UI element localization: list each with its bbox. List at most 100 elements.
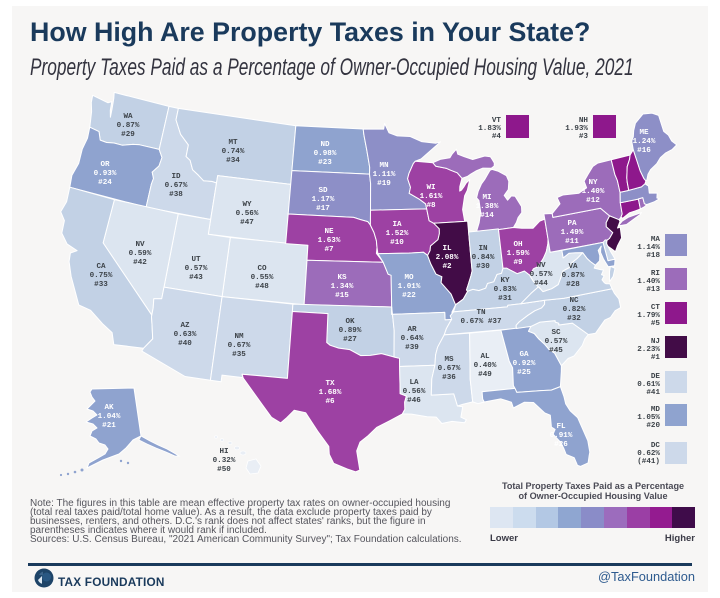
svg-text:1.14%: 1.14% [637, 244, 660, 252]
svg-text:1.63%: 1.63% [318, 237, 341, 245]
svg-text:1.11%: 1.11% [373, 171, 396, 179]
svg-text:#25: #25 [517, 369, 531, 377]
svg-text:MD: MD [651, 406, 661, 414]
svg-text:#29: #29 [121, 131, 135, 139]
svg-text:#22: #22 [402, 292, 416, 300]
svg-text:1.61%: 1.61% [420, 193, 443, 201]
svg-text:MS: MS [444, 356, 454, 364]
svg-text:IL: IL [442, 245, 452, 253]
svg-text:#38: #38 [169, 191, 183, 199]
svg-text:0.63%: 0.63% [174, 331, 197, 339]
svg-text:1.01%: 1.01% [398, 283, 421, 291]
svg-text:ME: ME [639, 129, 649, 137]
svg-text:0.87%: 0.87% [117, 122, 140, 130]
svg-text:#46: #46 [407, 397, 421, 405]
svg-text:LA: LA [409, 379, 419, 387]
svg-text:0.93%: 0.93% [94, 170, 117, 178]
svg-text:MA: MA [651, 236, 661, 244]
svg-text:WA: WA [123, 113, 133, 121]
svg-text:0.67% #37: 0.67% #37 [460, 318, 501, 326]
svg-text:0.75%: 0.75% [90, 272, 113, 280]
svg-text:WV: WV [536, 262, 546, 270]
svg-text:#20: #20 [646, 422, 660, 430]
svg-text:#42: #42 [133, 259, 147, 267]
svg-text:#26: #26 [554, 441, 568, 449]
svg-text:1.52%: 1.52% [386, 230, 409, 238]
svg-text:AR: AR [407, 326, 417, 334]
svg-text:1.68%: 1.68% [319, 389, 342, 397]
svg-text:1.38%: 1.38% [476, 203, 499, 211]
svg-text:0.67%: 0.67% [165, 182, 188, 190]
svg-text:#40: #40 [178, 340, 192, 348]
svg-text:#3: #3 [579, 133, 589, 141]
svg-text:CA: CA [96, 263, 106, 271]
svg-text:#32: #32 [567, 315, 581, 323]
svg-text:AL: AL [480, 353, 490, 361]
svg-text:0.64%: 0.64% [401, 335, 424, 343]
svg-text:0.55%: 0.55% [251, 274, 274, 282]
svg-text:VA: VA [568, 263, 578, 271]
svg-text:1.04%: 1.04% [98, 413, 121, 421]
svg-text:0.56%: 0.56% [403, 388, 426, 396]
svg-text:#39: #39 [405, 344, 419, 352]
svg-text:#21: #21 [102, 422, 116, 430]
svg-text:#47: #47 [240, 219, 254, 227]
svg-text:#16: #16 [637, 147, 651, 155]
svg-text:#7: #7 [324, 246, 334, 254]
svg-text:#35: #35 [232, 351, 246, 359]
svg-text:TN: TN [476, 309, 486, 317]
svg-text:SC: SC [551, 329, 561, 337]
svg-text:1.49%: 1.49% [561, 229, 584, 237]
svg-text:OH: OH [513, 241, 523, 249]
svg-text:#18: #18 [646, 252, 660, 260]
svg-text:HI: HI [219, 448, 228, 456]
svg-text:#8: #8 [426, 202, 436, 210]
svg-text:#44: #44 [534, 280, 548, 288]
svg-text:0.87%: 0.87% [562, 272, 585, 280]
svg-text:0.83%: 0.83% [494, 286, 517, 294]
svg-text:#24: #24 [98, 179, 112, 187]
svg-text:#11: #11 [565, 238, 579, 246]
svg-text:#33: #33 [94, 281, 108, 289]
svg-text:0.61%: 0.61% [637, 381, 660, 389]
svg-text:#4: #4 [492, 133, 502, 141]
svg-text:AK: AK [104, 404, 114, 412]
svg-text:IN: IN [478, 245, 488, 253]
svg-text:#5: #5 [651, 320, 661, 328]
svg-text:2.23%: 2.23% [637, 346, 660, 354]
svg-text:WI: WI [426, 184, 435, 192]
svg-text:#28: #28 [566, 281, 580, 289]
svg-text:#2: #2 [442, 263, 452, 271]
svg-text:1.40%: 1.40% [637, 278, 660, 286]
svg-text:0.62%: 0.62% [637, 450, 660, 458]
svg-text:NC: NC [569, 297, 579, 305]
svg-text:0.98%: 0.98% [314, 150, 337, 158]
svg-text:GA: GA [519, 351, 529, 359]
svg-text:CO: CO [257, 265, 267, 273]
svg-text:1.24%: 1.24% [633, 138, 656, 146]
svg-text:1.79%: 1.79% [637, 312, 660, 320]
svg-text:#27: #27 [343, 336, 357, 344]
svg-text:IA: IA [392, 221, 402, 229]
svg-text:0.32%: 0.32% [213, 457, 236, 465]
svg-text:#49: #49 [478, 371, 492, 379]
svg-text:0.82%: 0.82% [563, 306, 586, 314]
svg-text:MT: MT [228, 139, 238, 147]
svg-text:1.17%: 1.17% [312, 196, 335, 204]
svg-text:MN: MN [379, 162, 389, 170]
svg-text:0.91%: 0.91% [550, 432, 573, 440]
svg-text:SD: SD [318, 187, 328, 195]
svg-text:NE: NE [324, 228, 334, 236]
svg-text:1.40%: 1.40% [582, 188, 605, 196]
svg-text:#13: #13 [646, 286, 660, 294]
svg-text:0.57%: 0.57% [185, 265, 208, 273]
svg-text:#9: #9 [513, 259, 523, 267]
svg-text:#43: #43 [189, 274, 203, 282]
svg-text:NV: NV [135, 241, 145, 249]
svg-text:0.67%: 0.67% [438, 365, 461, 373]
svg-text:0.92%: 0.92% [513, 360, 536, 368]
svg-text:#31: #31 [498, 295, 512, 303]
svg-text:OK: OK [345, 318, 355, 326]
svg-text:#36: #36 [442, 374, 456, 382]
svg-text:#48: #48 [255, 283, 269, 291]
